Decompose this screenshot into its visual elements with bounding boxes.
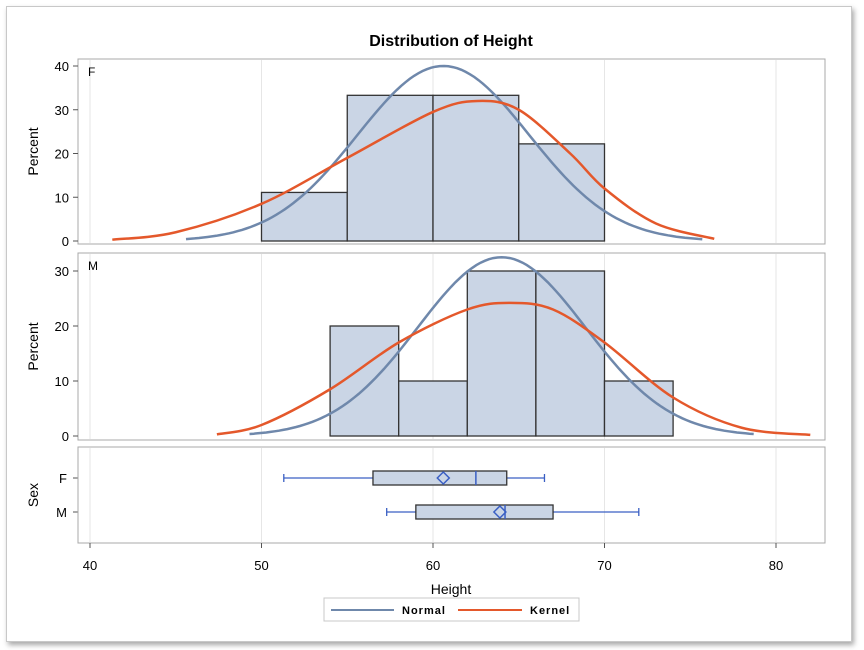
y-tick-label: 0 xyxy=(62,234,69,249)
legend-normal-label: Normal xyxy=(402,605,446,617)
x-tick-label: 40 xyxy=(83,558,97,573)
legend-kernel-label: Kernel xyxy=(530,605,570,617)
x-tick-label: 80 xyxy=(769,558,783,573)
panel-border xyxy=(77,58,826,245)
box xyxy=(372,470,508,486)
y-tick-label: 20 xyxy=(55,147,69,162)
x-tick-label: 50 xyxy=(254,558,268,573)
y-tick-label: M xyxy=(56,505,67,520)
histogram-bar xyxy=(329,325,400,437)
y-axis-label: Percent xyxy=(25,322,41,370)
y-tick-label: 10 xyxy=(55,374,69,389)
panel-border xyxy=(77,446,826,544)
histogram-bar xyxy=(535,270,606,437)
panel-border xyxy=(77,252,826,441)
y-axis-label: Percent xyxy=(25,127,41,175)
y-tick-label: 40 xyxy=(55,59,69,74)
box xyxy=(415,504,554,520)
x-tick-label: 70 xyxy=(597,558,611,573)
normal-curve xyxy=(185,64,703,241)
kernel-curve xyxy=(216,301,811,437)
y-tick-label: 0 xyxy=(62,429,69,444)
chart-title: Distribution of Height xyxy=(369,33,533,50)
y-tick-label: 30 xyxy=(55,264,69,279)
y-axis-label: Sex xyxy=(25,483,41,507)
histogram-bar xyxy=(260,191,348,242)
mean-marker xyxy=(436,470,451,486)
histogram-bar xyxy=(432,94,520,242)
normal-curve xyxy=(249,256,754,436)
panel-label: M xyxy=(88,259,98,273)
histogram-bar xyxy=(466,270,537,437)
mean-marker xyxy=(492,504,507,520)
y-tick-label: 20 xyxy=(55,319,69,334)
y-tick-label: F xyxy=(59,471,67,486)
x-tick-label: 60 xyxy=(426,558,440,573)
panel-label: F xyxy=(88,65,95,79)
x-axis-label: Height xyxy=(431,581,472,597)
y-tick-label: 10 xyxy=(55,190,69,205)
histogram-bar xyxy=(518,143,606,242)
histogram-bar xyxy=(398,380,468,437)
legend-box xyxy=(323,597,580,622)
y-tick-label: 30 xyxy=(55,103,69,118)
legend: Normal Kernel xyxy=(323,597,580,622)
kernel-curve xyxy=(112,99,715,241)
